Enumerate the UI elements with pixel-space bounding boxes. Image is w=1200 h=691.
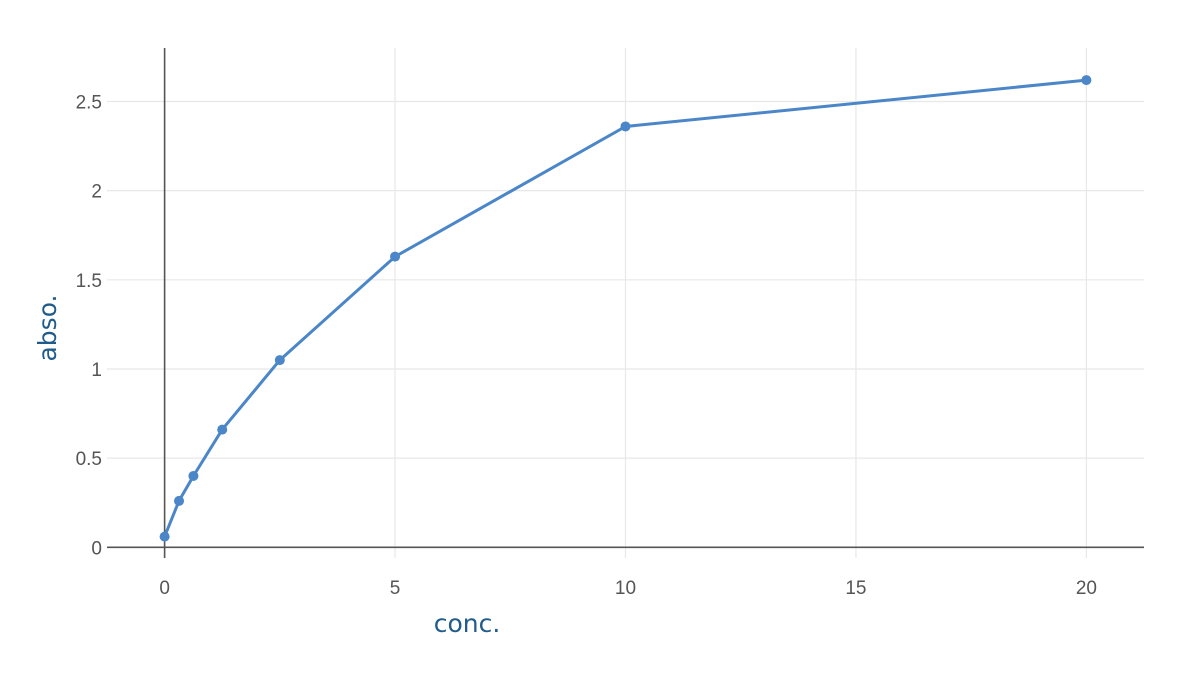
zero-lines xyxy=(107,48,1144,558)
y-tick-label: 2.5 xyxy=(76,92,102,113)
data-point xyxy=(274,355,285,366)
x-tick-label: 5 xyxy=(390,578,401,599)
x-tick-label: 10 xyxy=(615,578,636,599)
y-tick-label: 1 xyxy=(91,360,102,381)
x-tick-label: 0 xyxy=(159,578,170,599)
y-axis-title: abso. xyxy=(33,294,62,361)
data-point xyxy=(174,495,185,506)
x-tick-label: 15 xyxy=(845,578,866,599)
series xyxy=(159,75,1092,542)
y-tick-label: 1.5 xyxy=(76,271,102,292)
x-tick-labels: 0 5 10 15 20 xyxy=(159,578,1097,599)
y-tick-label: 0 xyxy=(91,538,102,559)
grid xyxy=(107,48,1144,558)
y-tick-labels: 0 0.5 1 1.5 2 2.5 xyxy=(76,92,102,559)
data-point xyxy=(159,531,170,542)
data-point xyxy=(217,424,228,435)
data-point xyxy=(1081,75,1092,86)
x-axis-title: conc. xyxy=(434,609,501,638)
x-tick-label: 20 xyxy=(1076,578,1097,599)
y-tick-label: 0.5 xyxy=(76,449,102,470)
data-point xyxy=(188,470,199,481)
data-point xyxy=(390,251,401,262)
y-tick-label: 2 xyxy=(91,182,102,203)
data-point xyxy=(620,121,631,132)
